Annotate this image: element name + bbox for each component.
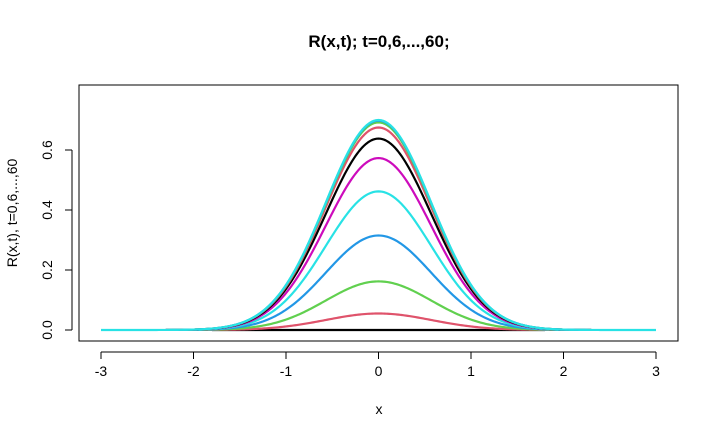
series-line-9 xyxy=(165,121,592,332)
series-line-11 xyxy=(101,118,656,332)
series-line-10 xyxy=(165,119,592,332)
x-axis: -3 -2 -1 0 1 2 3 xyxy=(95,351,660,379)
series-line-3 xyxy=(184,280,573,332)
chart-title: R(x,t); t=0,6,...,60; xyxy=(308,32,449,51)
y-tick-label: 0.6 xyxy=(39,140,55,160)
y-tick-label: 0.0 xyxy=(39,320,55,340)
series-line-5 xyxy=(165,190,592,332)
y-tick-label: 0.4 xyxy=(39,200,55,220)
x-tick-label: 0 xyxy=(375,363,383,379)
series-line-4 xyxy=(175,234,582,332)
series-line-2 xyxy=(193,312,564,332)
x-tick-label: 2 xyxy=(560,363,568,379)
series-group xyxy=(101,118,656,332)
x-tick-label: -3 xyxy=(95,363,108,379)
x-tick-label: 3 xyxy=(652,363,660,379)
series-line-7 xyxy=(165,137,592,332)
y-axis-label: R(x,t), t=0,6,...,60 xyxy=(4,159,20,268)
y-tick-label: 0.2 xyxy=(39,260,55,280)
x-tick-label: 1 xyxy=(467,363,475,379)
series-line-6 xyxy=(165,157,592,332)
x-tick-label: -2 xyxy=(187,363,200,379)
x-axis-label: x xyxy=(376,401,383,417)
y-axis: 0.0 0.2 0.4 0.6 xyxy=(39,140,73,340)
plot-frame xyxy=(78,84,679,342)
x-tick-label: -1 xyxy=(280,363,293,379)
